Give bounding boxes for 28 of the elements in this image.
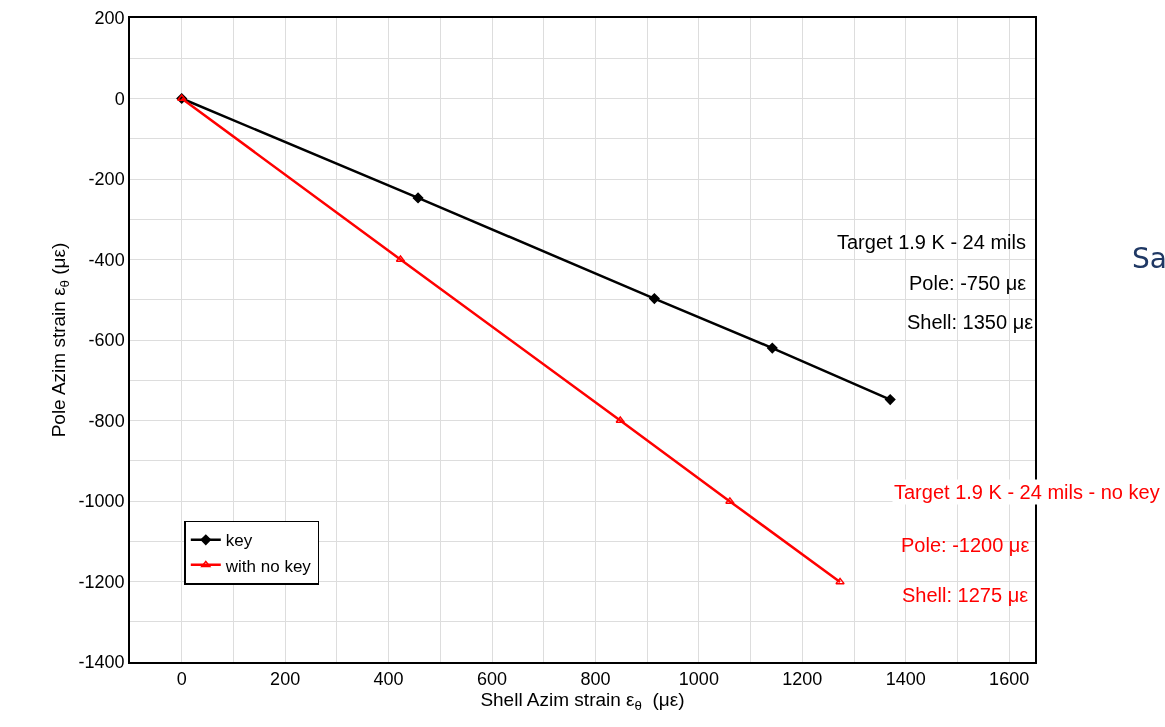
y-tick-label: -1400 bbox=[78, 652, 125, 673]
x-tick-label: 0 bbox=[176, 669, 187, 690]
x-tick-label: 1000 bbox=[678, 669, 719, 690]
annotation: Target 1.9 K - 24 mils - no key bbox=[894, 481, 1160, 503]
x-tick-label: 200 bbox=[270, 669, 301, 690]
annotation: Target 1.9 K - 24 mils bbox=[837, 231, 1026, 253]
legend-label: key bbox=[225, 531, 253, 551]
y-tick-label: -200 bbox=[88, 169, 125, 190]
annotation: Pole: -750 με bbox=[909, 272, 1027, 294]
x-tick-label: 1600 bbox=[989, 669, 1030, 690]
x-axis-title: Shell Azim strain ε$_{θ}$ (με) bbox=[480, 689, 685, 714]
y-tick-label: 0 bbox=[114, 88, 125, 109]
x-tick-label: 600 bbox=[476, 669, 508, 690]
y-tick-label: -600 bbox=[88, 330, 125, 351]
y-tick-label: -800 bbox=[88, 410, 125, 431]
y-tick-label: -1000 bbox=[78, 491, 125, 512]
y-tick-label: -1200 bbox=[78, 571, 125, 592]
annotation: Shell: 1275 με bbox=[902, 584, 1029, 606]
legend-label: with no key bbox=[224, 556, 312, 576]
annotation: Shell: 1350 με bbox=[907, 311, 1034, 333]
x-tick-label: 800 bbox=[580, 669, 611, 690]
annotation: Pole: -1200 με bbox=[901, 534, 1030, 556]
x-tick-label: 1200 bbox=[782, 669, 823, 690]
x-tick-label: 400 bbox=[373, 669, 404, 690]
y-tick-label: 200 bbox=[94, 8, 125, 29]
text: Sa bbox=[1132, 242, 1165, 275]
x-tick-label: 1400 bbox=[885, 669, 926, 690]
y-tick-label: -400 bbox=[88, 249, 125, 270]
